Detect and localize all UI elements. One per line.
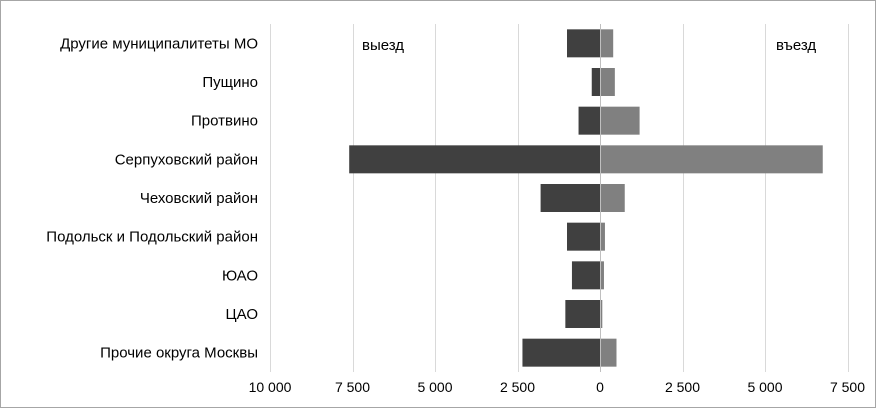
bar-out-6 xyxy=(571,261,600,290)
category-label-1: Пущино xyxy=(202,74,258,91)
category-label-4: Чеховский район xyxy=(140,190,258,207)
x-tick-label-1: 7 500 xyxy=(335,379,370,395)
category-label-0: Другие муниципалитеты МО xyxy=(60,35,258,52)
x-tick-label-7: 7 500 xyxy=(830,379,865,395)
x-tick-label-4: 0 xyxy=(596,379,604,395)
gridlines xyxy=(270,24,849,372)
bar-out-7 xyxy=(565,300,600,328)
category-label-6: ЮАО xyxy=(222,267,258,284)
bar-out-8 xyxy=(522,338,600,367)
bar-out-5 xyxy=(567,222,600,251)
outflow-label: выезд xyxy=(362,37,404,54)
x-tick-label-3: 2 500 xyxy=(500,379,535,395)
x-tick-labels: 10 000 7 500 5 000 2 500 0 2 500 5 000 7 500 xyxy=(249,379,866,395)
x-tick-label-6: 5 000 xyxy=(747,379,782,395)
x-tick-label-2: 5 000 xyxy=(417,379,452,395)
bar-in-6 xyxy=(600,261,604,290)
bar-out-4 xyxy=(540,184,600,212)
bar-in-5 xyxy=(600,222,605,251)
bars xyxy=(349,29,823,367)
category-label-8: Прочие округа Москвы xyxy=(100,345,258,362)
bar-in-4 xyxy=(600,184,625,212)
category-labels: Другие муниципалитеты МО Пущино Протвино Се… xyxy=(46,35,258,361)
bar-out-2 xyxy=(578,106,600,135)
bar-out-0 xyxy=(567,29,600,58)
bar-in-7 xyxy=(600,300,603,328)
bar-out-1 xyxy=(591,68,600,96)
category-label-5: Подольск и Подольский район xyxy=(46,229,258,246)
category-label-2: Протвино xyxy=(191,113,258,130)
bar-in-0 xyxy=(600,29,614,58)
x-tick-label-0: 10 000 xyxy=(249,379,292,395)
x-tick-label-5: 2 500 xyxy=(665,379,700,395)
bar-in-2 xyxy=(600,106,640,135)
bar-in-8 xyxy=(600,338,617,367)
bar-out-3 xyxy=(349,145,600,174)
category-label-7: ЦАО xyxy=(226,306,258,323)
bar-in-1 xyxy=(600,68,615,96)
category-label-3: Серпуховский район xyxy=(115,151,258,168)
bar-in-3 xyxy=(600,145,823,174)
inflow-label: въезд xyxy=(776,37,816,54)
